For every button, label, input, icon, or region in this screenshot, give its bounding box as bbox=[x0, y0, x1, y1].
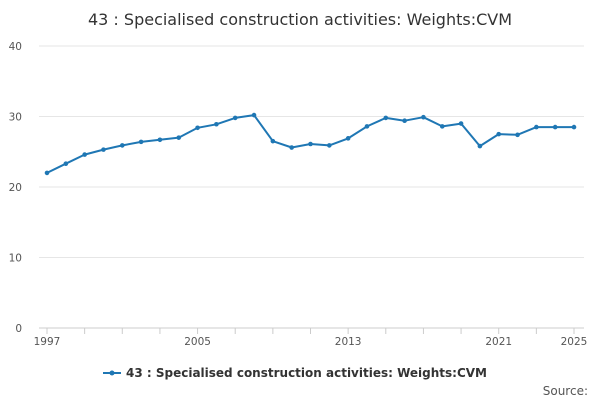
y-tick-label: 10 bbox=[9, 253, 22, 265]
data-point bbox=[119, 143, 125, 148]
legend[interactable]: 43 : Specialised construction activities… bbox=[103, 366, 487, 380]
data-point bbox=[138, 139, 144, 145]
data-point bbox=[157, 137, 163, 143]
y-tick-label: 20 bbox=[9, 182, 22, 194]
data-point bbox=[364, 124, 370, 129]
data-point bbox=[458, 121, 464, 126]
data-point bbox=[82, 152, 87, 157]
y-axis: 0 10 20 30 40 bbox=[9, 41, 22, 335]
x-tick-label: 1997 bbox=[34, 336, 61, 348]
data-point bbox=[270, 138, 276, 144]
x-tick-label: 2013 bbox=[335, 336, 362, 348]
grid-lines bbox=[39, 45, 584, 258]
data-point bbox=[214, 121, 219, 127]
data-point bbox=[515, 132, 520, 138]
series-layer bbox=[44, 112, 577, 176]
y-tick-label: 30 bbox=[9, 112, 22, 124]
chart-title: 43 : Specialised construction activities… bbox=[88, 10, 512, 29]
data-point bbox=[439, 124, 445, 129]
data-point bbox=[251, 112, 257, 118]
data-point bbox=[232, 115, 238, 121]
x-tick-label: 2005 bbox=[184, 336, 211, 348]
legend-swatch-dot bbox=[109, 370, 115, 376]
y-tick-label: 40 bbox=[9, 41, 22, 53]
data-point bbox=[63, 161, 69, 167]
data-point bbox=[44, 170, 50, 176]
data-point bbox=[534, 124, 539, 130]
x-tick-label: 2025 bbox=[561, 336, 588, 348]
y-tick-label: 0 bbox=[15, 323, 22, 335]
legend-label: 43 : Specialised construction activities… bbox=[126, 366, 487, 380]
data-point bbox=[289, 145, 294, 150]
data-point bbox=[308, 141, 313, 147]
data-point bbox=[496, 131, 502, 137]
data-point bbox=[571, 124, 577, 130]
data-point bbox=[402, 118, 407, 124]
data-point bbox=[101, 147, 106, 152]
data-point bbox=[552, 124, 558, 130]
data-point bbox=[195, 125, 200, 131]
data-point bbox=[477, 143, 483, 149]
data-point bbox=[327, 143, 332, 148]
x-tick-label: 2021 bbox=[485, 336, 512, 348]
x-axis: 1997 2005 2013 2021 2025 bbox=[34, 327, 588, 348]
data-point bbox=[421, 114, 426, 120]
source-label: Source: bbox=[543, 384, 588, 398]
data-point bbox=[345, 136, 351, 141]
data-point bbox=[176, 135, 182, 140]
data-point bbox=[383, 115, 389, 121]
